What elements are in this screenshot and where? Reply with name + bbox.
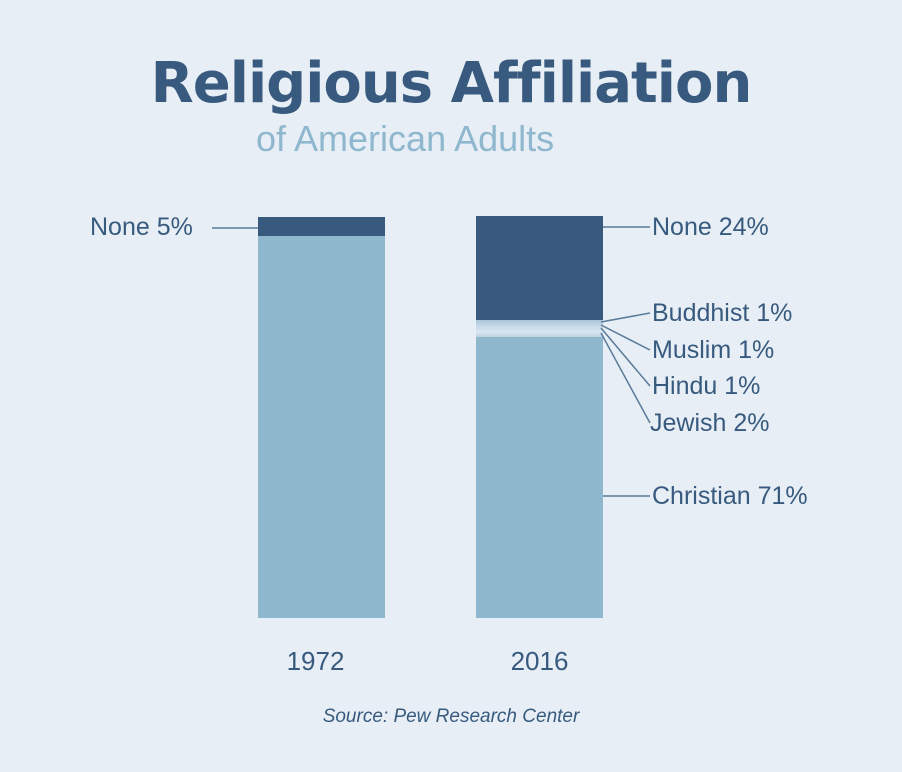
source-note: Source: Pew Research Center (322, 706, 580, 727)
label-2016-christian: Christian 71% (652, 482, 808, 510)
year-label-2016: 2016 (510, 646, 569, 676)
bar-1972-religious-segment (258, 236, 385, 618)
bar-1972-none-segment (258, 217, 385, 236)
label-2016-hindu: Hindu 1% (652, 372, 761, 400)
bar-1972 (258, 217, 385, 618)
label-2016-none: None 24% (652, 213, 769, 241)
label-2016-muslim: Muslim 1% (652, 336, 775, 364)
label-2016-buddhist: Buddhist 1% (652, 299, 793, 327)
bar-2016-christian-segment (476, 337, 603, 618)
chart-subtitle: of American Adults (256, 118, 555, 159)
label-1972-none: None 5% (90, 213, 193, 241)
year-label-1972: 1972 (286, 646, 345, 676)
bar-2016-none-segment (476, 216, 603, 320)
bar-2016-other-religions-segment (476, 320, 603, 337)
bar-2016 (476, 216, 603, 618)
label-2016-jewish: Jewish 2% (650, 409, 770, 437)
chart-title: Religious Affiliation (150, 51, 753, 116)
